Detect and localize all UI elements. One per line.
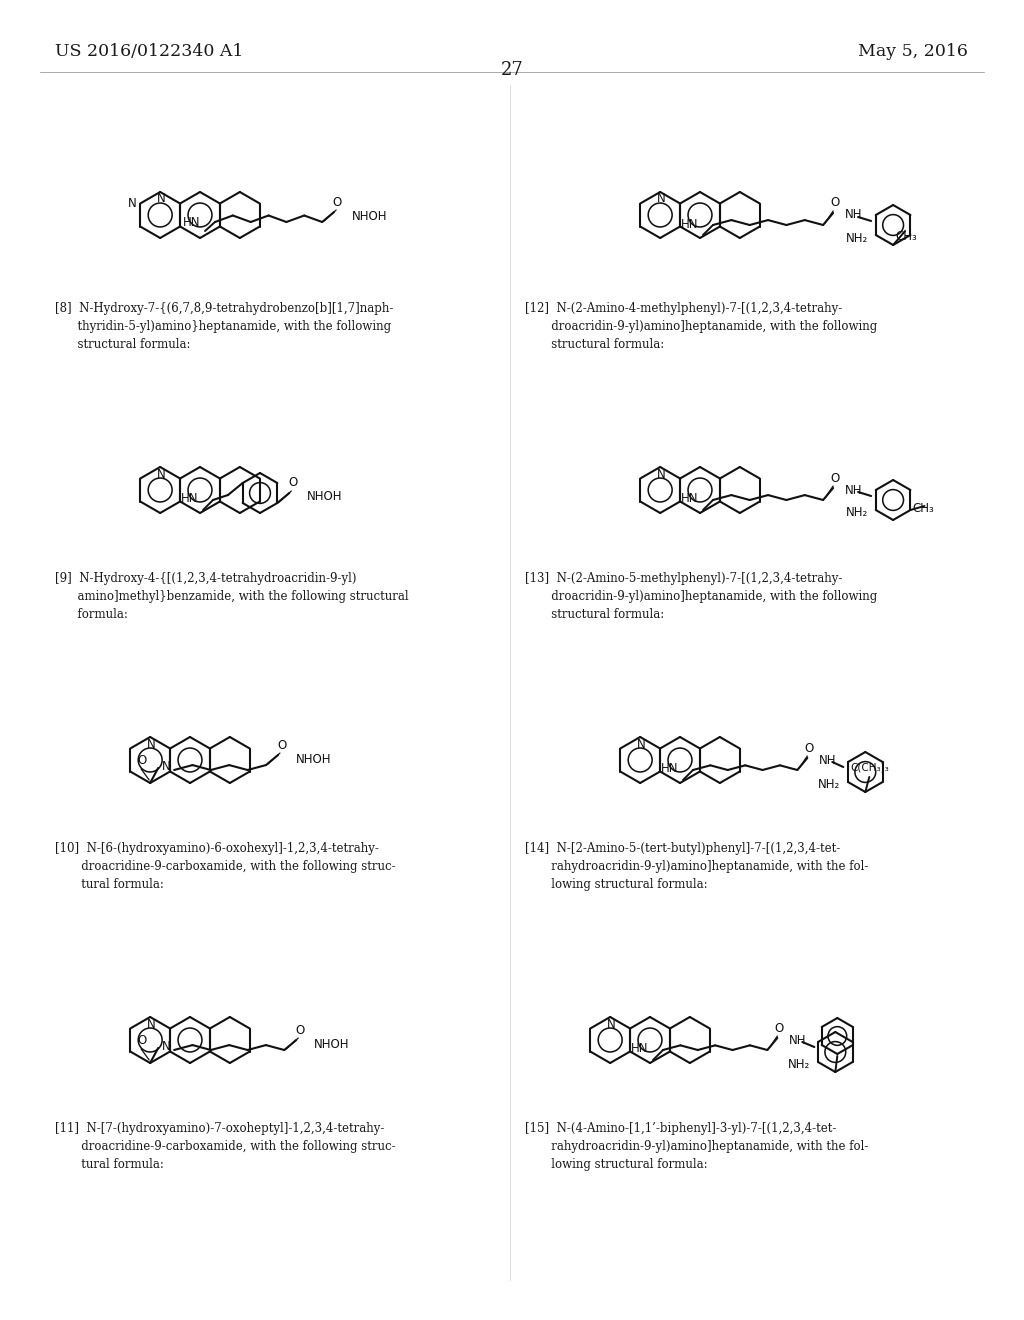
Text: N: N xyxy=(162,1040,171,1053)
Text: N: N xyxy=(128,197,136,210)
Text: [10]  N-[6-(hydroxyamino)-6-oxohexyl]-1,2,3,4-tetrahy-
       droacridine-9-carb: [10] N-[6-(hydroxyamino)-6-oxohexyl]-1,2… xyxy=(55,842,395,891)
Text: O: O xyxy=(137,1035,146,1048)
Text: HN: HN xyxy=(631,1043,648,1056)
Text: O: O xyxy=(296,1023,305,1036)
Text: [13]  N-(2-Amino-5-methylphenyl)-7-[(1,2,3,4-tetrahy-
       droacridin-9-yl)ami: [13] N-(2-Amino-5-methylphenyl)-7-[(1,2,… xyxy=(525,572,878,620)
Text: 27: 27 xyxy=(501,61,523,79)
Text: N: N xyxy=(607,1018,615,1031)
Text: N: N xyxy=(146,1018,156,1031)
Text: [8]  N-Hydroxy-7-{(6,7,8,9-tetrahydrobenzo[b][1,7]naph-
      thyridin-5-yl)amin: [8] N-Hydroxy-7-{(6,7,8,9-tetrahydrobenz… xyxy=(55,302,393,351)
Text: O: O xyxy=(278,739,287,751)
Text: NH₂: NH₂ xyxy=(818,779,840,792)
Text: [11]  N-[7-(hydroxyamino)-7-oxoheptyl]-1,2,3,4-tetrahy-
       droacridine-9-car: [11] N-[7-(hydroxyamino)-7-oxoheptyl]-1,… xyxy=(55,1122,395,1171)
Text: N: N xyxy=(656,193,666,206)
Text: NH: NH xyxy=(845,483,862,496)
Text: CH₃: CH₃ xyxy=(912,503,934,516)
Text: [14]  N-[2-Amino-5-(tert-butyl)phenyl]-7-[(1,2,3,4-tet-
       rahydroacridin-9-: [14] N-[2-Amino-5-(tert-butyl)phenyl]-7-… xyxy=(525,842,868,891)
Text: May 5, 2016: May 5, 2016 xyxy=(858,44,968,61)
Text: N: N xyxy=(637,738,645,751)
Text: O: O xyxy=(830,197,840,210)
Text: N: N xyxy=(157,193,166,206)
Text: N: N xyxy=(162,760,171,774)
Text: NH: NH xyxy=(845,209,862,222)
Text: N: N xyxy=(656,467,666,480)
Text: O: O xyxy=(775,1022,784,1035)
Text: US 2016/0122340 A1: US 2016/0122340 A1 xyxy=(55,44,244,61)
Text: HN: HN xyxy=(681,492,698,506)
Text: HN: HN xyxy=(180,492,198,506)
Text: NH₂: NH₂ xyxy=(787,1059,810,1072)
Text: NH: NH xyxy=(790,1034,807,1047)
Text: CH₃: CH₃ xyxy=(895,231,916,243)
Text: [12]  N-(2-Amino-4-methylphenyl)-7-[(1,2,3,4-tetrahy-
       droacridin-9-yl)ami: [12] N-(2-Amino-4-methylphenyl)-7-[(1,2,… xyxy=(525,302,878,351)
Text: N: N xyxy=(146,738,156,751)
Text: NHOH: NHOH xyxy=(314,1038,350,1051)
Text: NH₂: NH₂ xyxy=(846,231,867,244)
Text: NH: NH xyxy=(819,754,837,767)
Text: O: O xyxy=(289,477,298,490)
Text: NHOH: NHOH xyxy=(307,491,343,503)
Text: O: O xyxy=(137,755,146,767)
Text: HN: HN xyxy=(660,763,678,776)
Text: HN: HN xyxy=(681,218,698,231)
Text: O: O xyxy=(333,195,342,209)
Text: O: O xyxy=(830,471,840,484)
Text: O: O xyxy=(805,742,814,755)
Text: NHOH: NHOH xyxy=(352,210,388,223)
Text: NHOH: NHOH xyxy=(296,752,332,766)
Text: N: N xyxy=(157,467,166,480)
Text: C(CH₃)₃: C(CH₃)₃ xyxy=(850,763,889,774)
Text: [9]  N-Hydroxy-4-{[(1,2,3,4-tetrahydroacridin-9-yl)
      amino]methyl}benzamide: [9] N-Hydroxy-4-{[(1,2,3,4-tetrahydroacr… xyxy=(55,572,409,620)
Text: HN: HN xyxy=(182,215,200,228)
Text: NH₂: NH₂ xyxy=(846,507,867,520)
Text: [15]  N-(4-Amino-[1,1’-biphenyl]-3-yl)-7-[(1,2,3,4-tet-
       rahydroacridin-9-: [15] N-(4-Amino-[1,1’-biphenyl]-3-yl)-7-… xyxy=(525,1122,868,1171)
